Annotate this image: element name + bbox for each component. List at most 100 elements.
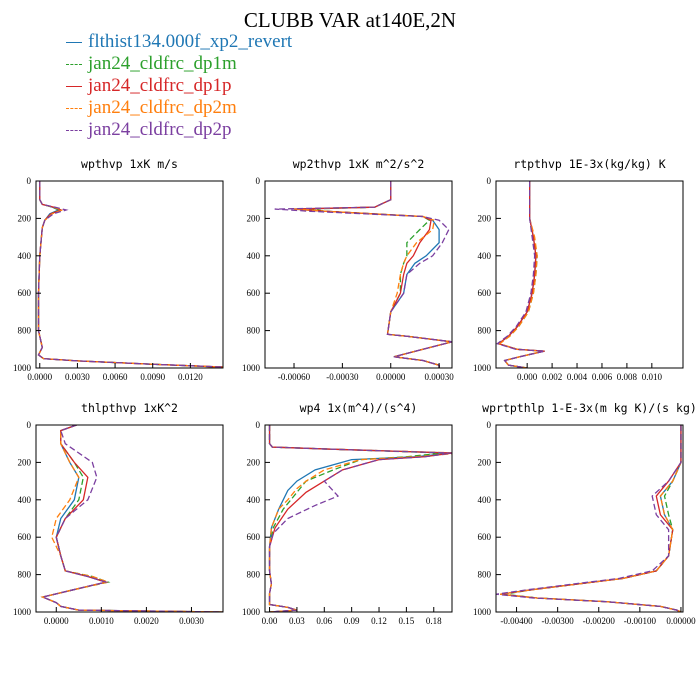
x-tick-label: 0.0030 <box>65 372 90 382</box>
series-line <box>496 425 682 612</box>
series-line <box>293 181 452 368</box>
y-tick-label: 1000 <box>242 363 261 373</box>
series-line <box>37 181 223 368</box>
series-line <box>37 181 223 368</box>
series-line <box>504 425 682 612</box>
legend-label: jan24_cldfrc_dp1p <box>88 75 232 96</box>
series-line <box>40 425 223 612</box>
x-tick-label: -0.00300 <box>542 616 575 626</box>
series-line <box>497 181 545 368</box>
chart-panel: rtpthvp 1E-3x(kg/kg) K 0 200 400 600 800 1000 0… <box>473 157 684 382</box>
legend-item: jan24_cldfrc_dp2m <box>66 97 292 119</box>
series-line <box>37 181 223 368</box>
series-line <box>274 181 452 368</box>
panel-frame <box>35 180 224 369</box>
x-tick-label: 0.002 <box>542 372 562 382</box>
y-tick-label: 400 <box>247 495 261 505</box>
y-tick-label: 1000 <box>473 607 492 617</box>
y-tick-label: 600 <box>18 532 32 542</box>
x-tick-label: 0.0120 <box>178 372 203 382</box>
x-tick-label: 0.0060 <box>103 372 128 382</box>
legend-label: jan24_cldfrc_dp2m <box>88 97 237 118</box>
x-tick-label: 0.0020 <box>134 616 159 626</box>
y-tick-label: 600 <box>247 288 261 298</box>
x-tick-label: 0.00000 <box>666 616 696 626</box>
panel-frame <box>264 424 453 613</box>
y-tick-label: 400 <box>478 495 492 505</box>
y-tick-label: 0 <box>487 176 492 186</box>
chart-panel: wp2thvp 1xK m^2/s^2 0 200 400 600 800 1000 -0.0… <box>242 157 454 382</box>
chart-panel: wprtpthlp 1-E-3x(m kg K)/(s kg) 0 200 400 60… <box>473 401 697 626</box>
y-tick-label: 1000 <box>13 607 32 617</box>
y-tick-label: 400 <box>247 251 261 261</box>
x-tick-label: 0.03 <box>289 616 305 626</box>
y-tick-label: 200 <box>478 457 492 467</box>
y-tick-label: 400 <box>478 251 492 261</box>
series-line <box>40 425 223 612</box>
y-tick-label: 1000 <box>473 363 492 373</box>
y-tick-label: 200 <box>18 457 32 467</box>
series-line <box>496 181 545 368</box>
panel-title: wprtpthlp 1-E-3x(m kg K)/(s kg) <box>482 401 697 415</box>
x-tick-label: -0.00200 <box>583 616 616 626</box>
legend-line-sample <box>66 64 82 66</box>
y-tick-label: 200 <box>18 213 32 223</box>
y-tick-label: 800 <box>18 326 32 336</box>
x-tick-label: 0.000 <box>517 372 538 382</box>
y-tick-label: 200 <box>478 213 492 223</box>
x-tick-label: 0.12 <box>371 616 387 626</box>
chart-panel: thlpthvp 1xK^2 0 200 400 600 800 1000 0.0000 0.0… <box>13 401 224 626</box>
legend-line-sample <box>66 108 82 110</box>
x-tick-label: 0.09 <box>344 616 360 626</box>
x-tick-label: 0.18 <box>426 616 442 626</box>
series-line <box>268 425 452 612</box>
panel-title: wp2thvp 1xK m^2/s^2 <box>293 157 425 171</box>
series-line <box>37 181 223 368</box>
panel-frame <box>495 180 684 369</box>
legend-label: jan24_cldfrc_dp2p <box>88 119 232 140</box>
x-tick-label: 0.006 <box>592 372 613 382</box>
x-tick-label: 0.0000 <box>27 372 52 382</box>
y-tick-label: 0 <box>256 176 261 186</box>
x-tick-label: 0.0000 <box>44 616 69 626</box>
figure-title: CLUBB VAR at140E,2N <box>243 8 457 32</box>
panel-frame <box>264 180 453 369</box>
series-line <box>500 425 682 612</box>
panel-title: wpthvp 1xK m/s <box>81 157 178 171</box>
x-tick-label: 0.004 <box>567 372 588 382</box>
x-tick-label: -0.00100 <box>624 616 657 626</box>
legend-item: jan24_cldfrc_dp1m <box>66 53 292 75</box>
x-tick-label: -0.00030 <box>326 372 359 382</box>
panel-title: rtpthvp 1E-3x(kg/kg) K <box>513 157 665 171</box>
x-tick-label: -0.00400 <box>500 616 533 626</box>
series-line <box>496 181 544 368</box>
y-tick-label: 600 <box>478 288 492 298</box>
x-tick-label: 0.008 <box>617 372 638 382</box>
y-tick-label: 800 <box>247 570 261 580</box>
panel-title: wp4 1x(m^4)/(s^4) <box>300 401 418 415</box>
y-tick-label: 0 <box>27 176 32 186</box>
legend-line-sample <box>66 86 82 88</box>
legend-item: flthist134.000f_xp2_revert <box>66 31 292 53</box>
y-tick-label: 1000 <box>13 363 32 373</box>
x-tick-label: 0.0030 <box>179 616 204 626</box>
x-tick-label: 0.15 <box>399 616 415 626</box>
y-tick-label: 800 <box>478 326 492 336</box>
y-tick-label: 400 <box>18 251 32 261</box>
x-tick-label: 0.010 <box>642 372 663 382</box>
series-line <box>37 181 223 368</box>
x-tick-label: 0.00000 <box>376 372 406 382</box>
legend: flthist134.000f_xp2_revert jan24_cldfrc_d… <box>66 31 292 141</box>
series-line <box>500 425 682 612</box>
y-tick-label: 0 <box>256 420 261 430</box>
series-line <box>268 425 443 612</box>
series-line <box>500 425 682 612</box>
y-tick-label: 1000 <box>242 607 261 617</box>
legend-label: flthist134.000f_xp2_revert <box>88 31 293 52</box>
series-line <box>497 181 545 368</box>
y-tick-label: 200 <box>247 457 261 467</box>
y-tick-label: 600 <box>18 288 32 298</box>
x-tick-label: 0.00030 <box>424 372 454 382</box>
